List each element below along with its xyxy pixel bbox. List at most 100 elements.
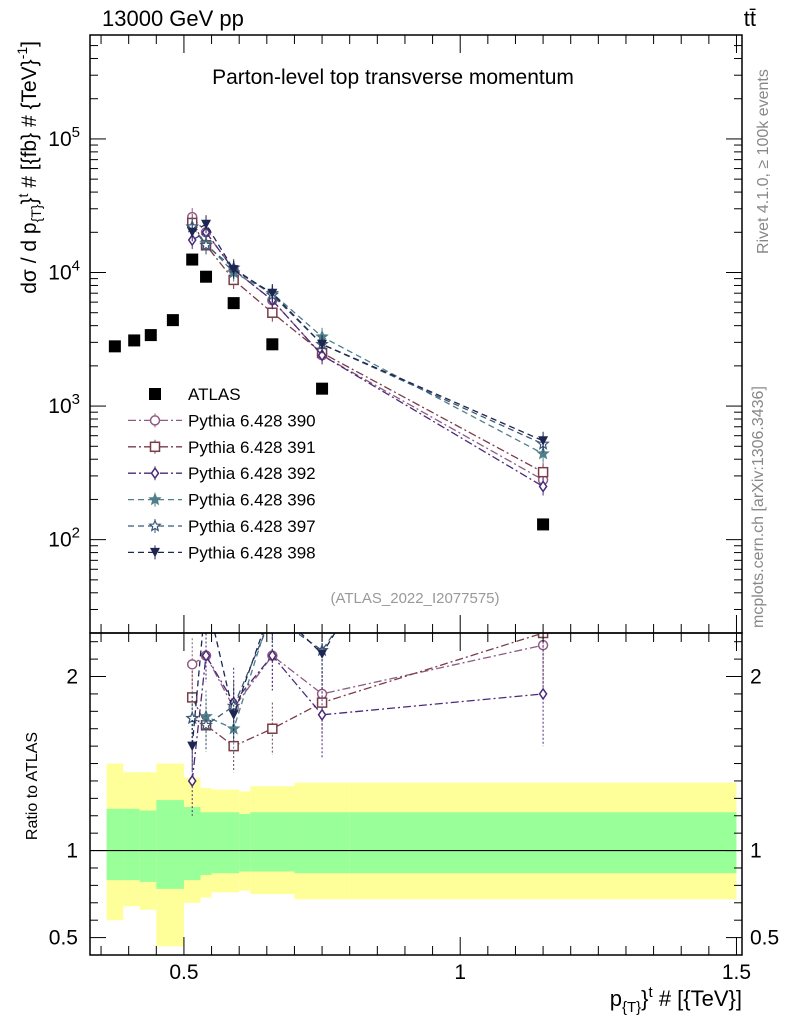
y-tick-base: 10 (48, 262, 71, 285)
rivet-version-note: Rivet 4.1.0, ≥ 100k events (755, 36, 775, 266)
x-axis-title-part: p (610, 986, 622, 1011)
ratio-point (187, 774, 197, 788)
data-point (537, 466, 549, 478)
ratio-frame (89, 632, 743, 956)
ratio-point (538, 687, 548, 701)
inner-band-bin (211, 812, 240, 874)
legend-marker (149, 415, 161, 426)
legend-entry: Pythia 6.428 397 (128, 517, 316, 536)
ratio-point (228, 710, 239, 720)
inner-band-bin (106, 808, 124, 881)
ratio-y-axis-title: Ratio to ATLAS (24, 732, 41, 840)
legend-label: Pythia 6.428 397 (188, 517, 316, 536)
series-line (191, 222, 544, 473)
legend-marker (150, 547, 160, 558)
plot-title: Parton-level top transverse momentum (212, 66, 574, 89)
data-point (267, 307, 278, 318)
data-point (317, 339, 328, 350)
y-tick-label: 102 (48, 525, 80, 552)
data-point (266, 338, 279, 351)
process-label: tt̄ (743, 6, 756, 31)
ratio-line (191, 644, 544, 710)
x-axis-title-part: # [{TeV}] (653, 986, 742, 1011)
x-axis-title-part: {T} (622, 999, 641, 1016)
inner-band-bin (250, 812, 295, 872)
inner-band-bin (239, 814, 251, 872)
inner-band-bin (183, 807, 201, 881)
ratio-line (191, 653, 544, 781)
ratio-y-tick-label: 2 (66, 666, 78, 689)
uncertainty-bands (106, 763, 737, 947)
ratio-point (267, 649, 277, 662)
ratio-line (191, 633, 544, 747)
y-tick-base: 10 (48, 128, 71, 151)
y-tick-base: 10 (48, 529, 71, 552)
legend-label: Pythia 6.428 391 (188, 438, 316, 457)
inner-band-bin (349, 812, 737, 874)
legend-entry: Pythia 6.428 391 (128, 438, 316, 457)
y-tick-label: 103 (48, 391, 80, 418)
axis-ticks (90, 34, 742, 956)
ratio-point (199, 718, 213, 732)
series-0 (108, 253, 550, 531)
y-tick-exponent: 5 (72, 124, 80, 141)
ratio-y-tick-label-right: 2 (750, 666, 762, 689)
series-6 (187, 215, 549, 450)
data-point (166, 314, 179, 327)
data-point (267, 288, 278, 299)
ratio-point (538, 323, 548, 333)
rivet-version-text: Rivet 4.1.0, ≥ 100k events (755, 69, 772, 254)
data-point (108, 340, 121, 353)
legend-label: Pythia 6.428 390 (188, 411, 316, 430)
y-axis-title-part: dσ / d p (18, 222, 41, 293)
ratio-series-0 (186, 633, 549, 734)
inner-band-bin (156, 800, 184, 889)
data-point (200, 270, 213, 283)
ratio-y-tick-label: 1 (66, 840, 78, 863)
ratio-y-tick-label-right: 1 (750, 840, 762, 863)
legend-entry: ATLAS (149, 385, 241, 404)
ratio-point (267, 723, 278, 734)
legend-marker (148, 492, 162, 506)
data-point (128, 334, 141, 347)
legend-label: Pythia 6.428 396 (188, 491, 316, 510)
ratio-line (191, 633, 336, 747)
series-line (191, 223, 544, 442)
ratio-point (538, 289, 548, 299)
series-line (191, 231, 544, 488)
x-axis-title: p{T}}t # [{TeV}] (610, 984, 742, 1016)
data-point (317, 348, 327, 362)
legend-entry: Pythia 6.428 390 (128, 411, 316, 430)
analysis-id: (ATLAS_2022_I2077575) (330, 590, 500, 607)
y-tick-exponent: 2 (72, 525, 80, 542)
inner-band-bin (139, 810, 157, 882)
mcplots-text: mcplots.cern.ch [arXiv:1306.3436] (750, 386, 767, 628)
ratio-point (316, 697, 328, 708)
ratio-series-5 (187, 289, 548, 773)
y-axis-title-part: -1 (14, 47, 30, 60)
ratio-series (185, 289, 549, 816)
data-point (227, 297, 240, 310)
legend: ATLAS Pythia 6.428 390 Pythia 6.428 391 Pyt… (128, 385, 316, 562)
data-point (187, 227, 198, 238)
legend-label: Pythia 6.428 392 (188, 464, 316, 483)
series-line (191, 226, 544, 455)
y-axis-title-part: } (18, 197, 41, 204)
ratio-y-tick-label-right: 0.5 (750, 927, 779, 950)
data-point (536, 446, 550, 460)
y-tick-label: 105 (48, 124, 80, 151)
legend-label: Pythia 6.428 398 (188, 543, 316, 562)
ratio-point (317, 708, 327, 722)
legend-marker (148, 518, 162, 532)
legend-marker (150, 466, 160, 480)
ratio-series-1 (186, 633, 549, 773)
y-tick-base: 10 (48, 395, 71, 418)
data-point (316, 382, 329, 395)
x-tick-label: 1 (454, 961, 466, 984)
data-point (228, 265, 239, 275)
legend-label: ATLAS (188, 385, 241, 404)
y-tick-exponent: 3 (72, 391, 80, 408)
data-point (144, 329, 157, 342)
data-point (201, 219, 212, 230)
